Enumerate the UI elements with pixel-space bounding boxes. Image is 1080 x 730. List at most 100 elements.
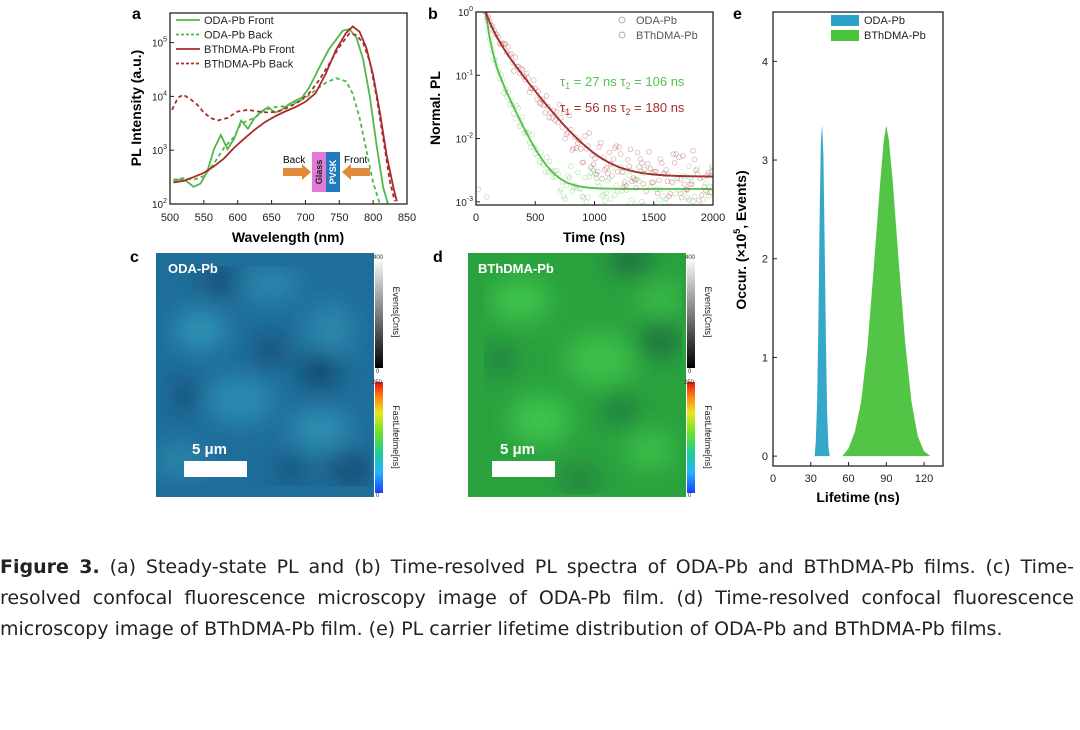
- trpl-data-point: [523, 70, 530, 77]
- trpl-data-point: [690, 148, 696, 154]
- trpl-data-point: [573, 145, 580, 151]
- trpl-y-tick-label: 10-2: [456, 133, 473, 146]
- trpl-data-point: [708, 163, 713, 170]
- trpl-data-point: [543, 93, 550, 99]
- trpl-data-point: [552, 117, 558, 124]
- trpl-data-point: [539, 96, 546, 103]
- trpl-data-point: [488, 22, 494, 29]
- pl-y-tick-label: 104: [152, 90, 167, 103]
- trpl-data-point: [531, 77, 537, 83]
- trpl-data-point: [580, 195, 587, 201]
- trpl-data-point: [639, 160, 645, 166]
- trpl-data-point: [605, 177, 611, 184]
- trpl-data-point: [639, 199, 645, 205]
- lifetime-x-tick-label: 30: [805, 473, 817, 485]
- trpl-data-point: [687, 174, 693, 181]
- trpl-data-point: [673, 151, 679, 157]
- trpl-data-point: [670, 179, 676, 186]
- trpl-data-point: [607, 196, 614, 202]
- trpl-data-point: [666, 193, 672, 200]
- trpl-data-point: [626, 163, 632, 169]
- trpl-data-point: [667, 191, 673, 197]
- oda-lifetime-title: FastLifetime[ns]: [391, 405, 401, 469]
- trpl-data-point: [632, 177, 638, 183]
- trpl-data-point: [595, 179, 601, 186]
- trpl-data-point: [512, 54, 518, 60]
- trpl-data-point: [677, 190, 683, 197]
- trpl-data-point: [619, 169, 625, 175]
- trpl-data-point: [688, 181, 695, 188]
- trpl-data-point: [626, 172, 632, 179]
- lifetime-y-tick-label: 2: [762, 254, 768, 266]
- trpl-data-point: [576, 137, 582, 144]
- trpl-data-point: [560, 109, 567, 115]
- pl-x-axis-title: Wavelength (nm): [232, 229, 344, 245]
- trpl-data-point: [693, 167, 699, 173]
- trpl-x-tick-label: 0: [473, 212, 479, 224]
- lifetime-hist-1: [842, 125, 931, 457]
- inset-back-label: Back: [283, 155, 306, 166]
- pl-y-tick-label: 102: [152, 198, 167, 211]
- trpl-data-point: [636, 178, 642, 185]
- pl-y-tick-label: 105: [152, 37, 167, 50]
- pl-legend-label: BThDMA-Pb Front: [204, 44, 294, 56]
- trpl-data-point: [616, 144, 622, 150]
- trpl-data-point: [613, 182, 619, 188]
- trpl-data-point: [705, 170, 712, 176]
- trpl-data-point: [579, 159, 585, 166]
- trpl-data-point: [644, 161, 651, 167]
- oda-lifetime-min: 0: [376, 493, 380, 499]
- trpl-data-point: [529, 131, 536, 138]
- trpl-data-point: [566, 175, 573, 181]
- panel-letter-d: d: [433, 249, 443, 266]
- trpl-data-point: [585, 194, 591, 200]
- trpl-data-point: [650, 179, 656, 186]
- trpl-y-axis-title: Normal. PL: [427, 71, 443, 145]
- trpl-y-tick-label: 10-3: [456, 196, 473, 209]
- pl-legend-label: BThDMA-Pb Back: [204, 59, 294, 71]
- trpl-data-point: [549, 174, 555, 180]
- trpl-data-point: [659, 160, 665, 166]
- pl-x-tick-label: 700: [296, 212, 314, 224]
- lifetime-x-axis-title: Lifetime (ns): [816, 489, 899, 505]
- caption-body: (a) Steady-state PL and (b) Time-resolve…: [0, 556, 1074, 640]
- trpl-data-point: [701, 184, 708, 190]
- trpl-data-point: [670, 151, 676, 157]
- trpl-data-point: [597, 140, 604, 146]
- trpl-data-point: [563, 131, 570, 137]
- trpl-data-point: [611, 208, 616, 213]
- pl-y-axis-title: PL Intensity (a.u.): [128, 50, 144, 166]
- trpl-data-point: [623, 187, 629, 194]
- trpl-data-point: [629, 178, 635, 185]
- trpl-data-point: [614, 169, 621, 175]
- trpl-data-point: [595, 168, 601, 175]
- trpl-data-point: [589, 165, 595, 172]
- trpl-data-point: [542, 109, 548, 116]
- trpl-data-point: [566, 112, 573, 119]
- panel-d: d BThDMA-Pb 5 μm 400 0 Events[Cnts] 250: [433, 249, 713, 499]
- figure-caption: Figure 3. (a) Steady-state PL and (b) Ti…: [0, 552, 1074, 645]
- trpl-data-point: [641, 166, 648, 173]
- panel-letter-b: b: [428, 6, 438, 23]
- inset-front-label: Front: [344, 155, 368, 166]
- lifetime-axes: 0 30 60 90 120 0 1 2 3 4: [762, 56, 933, 485]
- trpl-data-point: [602, 198, 608, 204]
- trpl-data-point: [545, 103, 551, 110]
- trpl-data-point: [696, 197, 702, 204]
- lifetime-x-tick-label: 0: [770, 473, 776, 485]
- trpl-data-point: [502, 86, 509, 92]
- trpl-fit-1: [484, 12, 713, 178]
- bth-lifetime-colorbar: [687, 382, 695, 493]
- trpl-data-point: [592, 170, 598, 176]
- pl-plot-area: [171, 25, 398, 204]
- trpl-data-point: [656, 197, 662, 203]
- trpl-data-point: [582, 133, 588, 139]
- trpl-data-point: [569, 147, 575, 153]
- trpl-data-point: [508, 50, 514, 57]
- pl-x-tick-label: 600: [229, 212, 247, 224]
- trpl-data-point: [519, 114, 526, 120]
- trpl-data-point: [620, 184, 627, 191]
- trpl-data-point: [568, 163, 574, 169]
- trpl-data-point: [694, 209, 699, 214]
- pl-legend-label: ODA-Pb Back: [204, 30, 273, 42]
